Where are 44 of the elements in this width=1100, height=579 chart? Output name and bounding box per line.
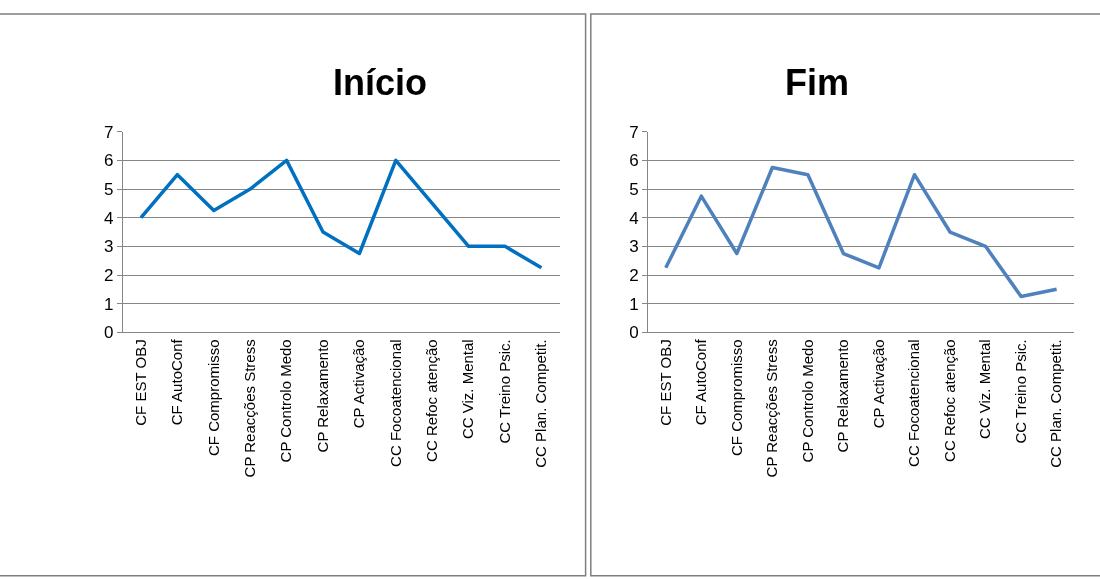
x-tick-label: CP Controlo Medo bbox=[798, 339, 816, 463]
y-tick-label: 1 bbox=[629, 294, 639, 314]
x-tick-label: CC Treino Psic. bbox=[1011, 339, 1029, 444]
line-series bbox=[664, 165, 1059, 299]
x-tick-label: CC Focoatencional bbox=[386, 339, 404, 467]
x-tick-label: CP Reacções Stress bbox=[241, 339, 259, 478]
y-tick-label: 2 bbox=[103, 265, 114, 285]
y-tick-label: 0 bbox=[629, 323, 639, 343]
x-tick-label: CP Relaxamento bbox=[834, 339, 852, 453]
y-tick-label: 7 bbox=[629, 122, 639, 142]
y-tick-label: 4 bbox=[103, 208, 114, 228]
y-tick-label: 5 bbox=[103, 179, 114, 199]
y-tick-label: 6 bbox=[103, 151, 114, 171]
x-tick-label: CF Compromisso bbox=[204, 339, 222, 457]
x-tick-label: CC Plan. Competit. bbox=[532, 339, 550, 468]
x-tick-label: CF AutoConf bbox=[168, 338, 186, 426]
x-tick-label: CP Reacções Stress bbox=[763, 339, 781, 478]
y-tick-label: 7 bbox=[103, 122, 114, 142]
x-tick-label: CF Compromisso bbox=[727, 339, 745, 457]
x-tick-label: CC Viz. Mental bbox=[459, 339, 477, 440]
y-tick-label: 0 bbox=[103, 323, 114, 343]
chart-title: Início bbox=[333, 62, 428, 103]
x-tick-label: CP Activação bbox=[869, 339, 887, 429]
y-tick-label: 3 bbox=[629, 237, 639, 257]
x-tick-label: CF EST OBJ bbox=[656, 339, 674, 426]
x-tick-label: CF EST OBJ bbox=[131, 339, 149, 426]
y-tick-label: 1 bbox=[103, 294, 114, 314]
x-tick-label: CC Viz. Mental bbox=[976, 339, 994, 440]
x-tick-label: CC Refoc atenção bbox=[940, 339, 958, 462]
x-tick-label: CC Plan. Competit. bbox=[1047, 339, 1065, 468]
x-tick-label: CC Refoc atenção bbox=[423, 339, 441, 462]
y-tick-label: 3 bbox=[103, 237, 114, 257]
x-tick-label: CP Controlo Medo bbox=[277, 339, 295, 463]
x-tick-label: CC Treino Psic. bbox=[495, 339, 513, 444]
x-tick-label: CF AutoConf bbox=[692, 338, 710, 426]
chart-title: Fim bbox=[785, 62, 850, 103]
x-tick-label: CP Activação bbox=[350, 339, 368, 429]
y-tick-label: 4 bbox=[629, 208, 639, 228]
y-tick-label: 2 bbox=[629, 265, 639, 285]
x-tick-label: CC Focoatencional bbox=[905, 339, 923, 467]
line-series bbox=[139, 158, 544, 270]
x-tick-label: CP Relaxamento bbox=[313, 339, 331, 453]
y-tick-label: 6 bbox=[629, 151, 639, 171]
y-tick-label: 5 bbox=[629, 179, 639, 199]
